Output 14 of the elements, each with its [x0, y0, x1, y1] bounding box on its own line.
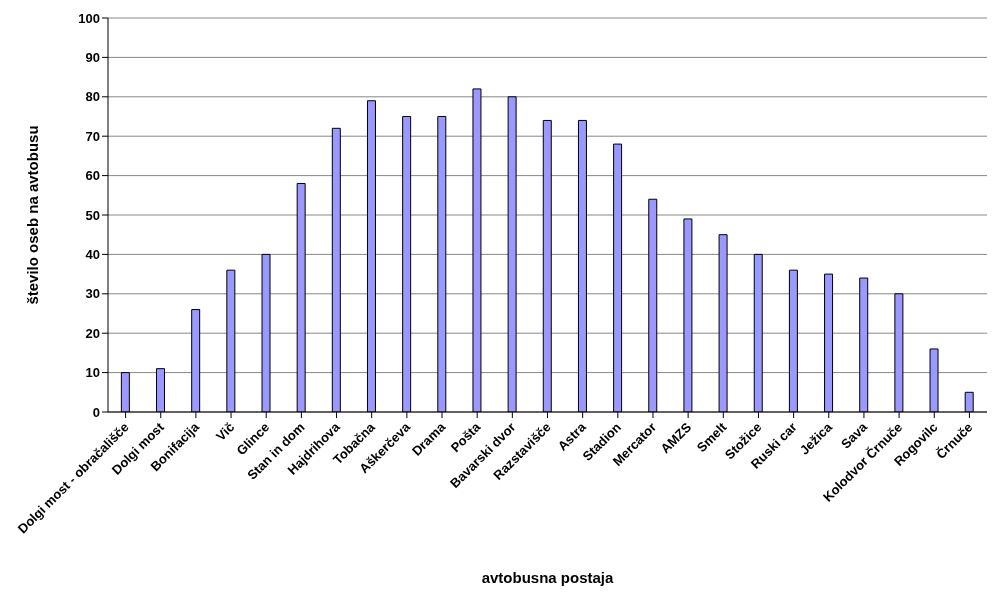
y-axis-title: število oseb na avtobusu: [24, 125, 42, 305]
y-tick-label: 50: [85, 207, 100, 223]
y-tick-label: 20: [85, 325, 100, 341]
y-tick-label: 80: [85, 89, 100, 105]
x-tick-label: Vič: [212, 419, 238, 444]
y-tick-label: 70: [85, 128, 100, 144]
y-tick-label: 10: [85, 365, 100, 381]
x-axis-title: avtobusna postaja: [481, 568, 614, 586]
y-tick-label: 60: [85, 168, 100, 184]
y-tick-label: 40: [85, 247, 100, 263]
y-tick-label: 30: [85, 286, 100, 302]
y-tick-label: 100: [78, 10, 100, 26]
y-tick-label: 0: [92, 404, 100, 420]
y-tick-label: 90: [85, 50, 100, 66]
